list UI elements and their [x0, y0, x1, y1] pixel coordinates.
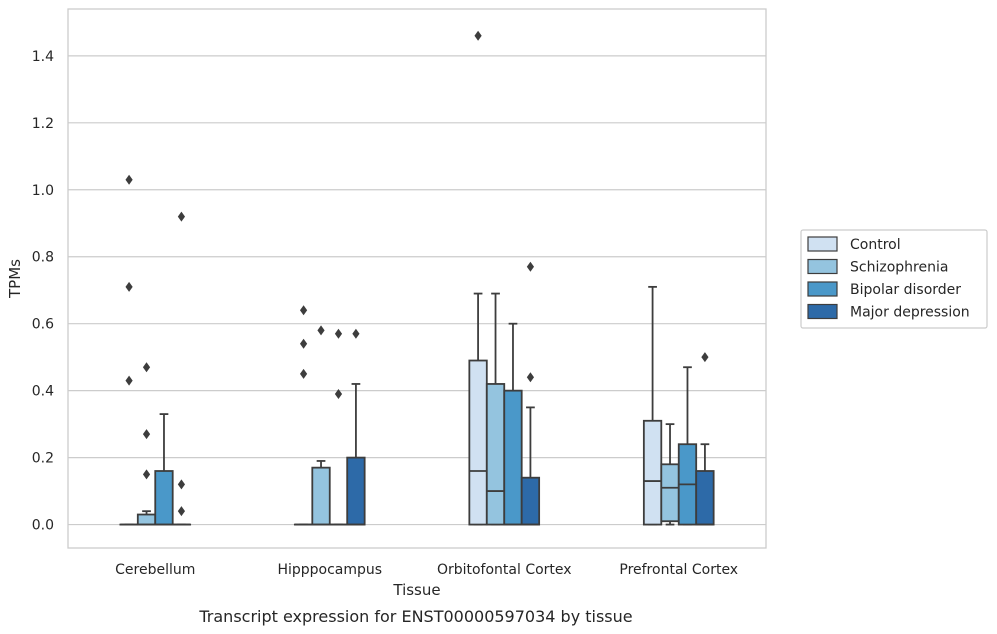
box-body: [346, 456, 366, 526]
x-tick-label: Prefrontal Cortex: [619, 562, 738, 578]
outlier-point: [125, 281, 133, 292]
box-body: [520, 476, 541, 526]
box-body: [642, 419, 663, 526]
outlier-point: [474, 30, 482, 41]
box-body: [503, 389, 523, 526]
box: [171, 211, 192, 526]
outlier-point: [142, 362, 151, 373]
box-body: [660, 463, 680, 523]
y-axis-label: TPMs: [6, 259, 24, 299]
legend-swatch: [807, 281, 838, 297]
x-axis-label: Tissue: [392, 581, 440, 599]
legend-swatch: [807, 303, 838, 320]
outlier-point: [177, 506, 186, 517]
outlier-point: [142, 429, 151, 440]
y-tick-label: 0.4: [32, 384, 54, 400]
x-tick-labels: Cerebellum Hipppocampus Orbitofontal Corte…: [115, 562, 738, 578]
outlier-point: [125, 174, 133, 185]
y-tick-label: 0.6: [32, 317, 54, 333]
box: [346, 328, 366, 526]
box-body: [468, 359, 488, 526]
y-tick-label: 1.0: [32, 183, 54, 199]
box-series: [119, 30, 715, 526]
outlier-point: [352, 328, 360, 339]
y-tick-label: 0.8: [32, 250, 54, 266]
box: [695, 352, 715, 526]
y-tick-label: 0.2: [32, 451, 54, 467]
outlier-point: [125, 375, 133, 386]
box-body: [136, 513, 157, 526]
box: [154, 413, 174, 526]
box-body: [485, 383, 506, 526]
legend-label: Control: [850, 237, 901, 253]
legend-label: Major depression: [850, 305, 970, 321]
legend-swatch: [807, 258, 838, 275]
box-body: [311, 466, 331, 526]
outlier-point: [334, 328, 343, 339]
outlier-point: [701, 352, 709, 363]
box: [293, 305, 314, 526]
box: [503, 322, 523, 526]
outlier-point: [334, 389, 343, 399]
box: [328, 328, 349, 526]
legend-label: Schizophrenia: [850, 260, 948, 276]
outlier-point: [299, 338, 308, 349]
legend: Control Schizophrenia Bipolar disorder Majo…: [800, 229, 988, 329]
outlier-point: [299, 368, 308, 379]
x-tick-label: Orbitofontal Cortex: [437, 562, 572, 578]
y-tick-labels: 0.0 0.2 0.4 0.6 0.8 1.0 1.2 1.4: [32, 49, 54, 534]
y-tick-label: 0.0: [32, 518, 54, 534]
legend-label: Bipolar disorder: [850, 282, 961, 298]
outlier-point: [177, 479, 186, 490]
y-tick-label: 1.4: [32, 49, 54, 65]
outlier-point: [299, 305, 308, 316]
series-bipolar-disorder: [154, 322, 698, 526]
outlier-point: [177, 211, 186, 222]
x-tick-label: Cerebellum: [115, 562, 195, 578]
legend-box: [800, 229, 988, 329]
legend-swatch: [807, 236, 838, 252]
chart-caption: Transcript expression for ENST0000059703…: [198, 607, 632, 626]
series-control: [119, 30, 663, 526]
plot-frame: [67, 8, 767, 549]
box: [677, 366, 698, 526]
outlier-point: [526, 372, 535, 383]
box: [520, 261, 541, 526]
y-tick-label: 1.2: [32, 116, 54, 132]
box: [136, 362, 157, 526]
box: [311, 325, 331, 526]
x-tick-label: Hipppocampus: [277, 562, 382, 578]
outlier-point: [526, 261, 535, 272]
box-body: [154, 470, 174, 526]
outlier-point: [317, 325, 325, 336]
outlier-point: [142, 469, 151, 480]
series-major-depression: [171, 211, 715, 526]
box: [642, 285, 663, 526]
box-body: [695, 470, 715, 526]
box: [485, 292, 506, 526]
